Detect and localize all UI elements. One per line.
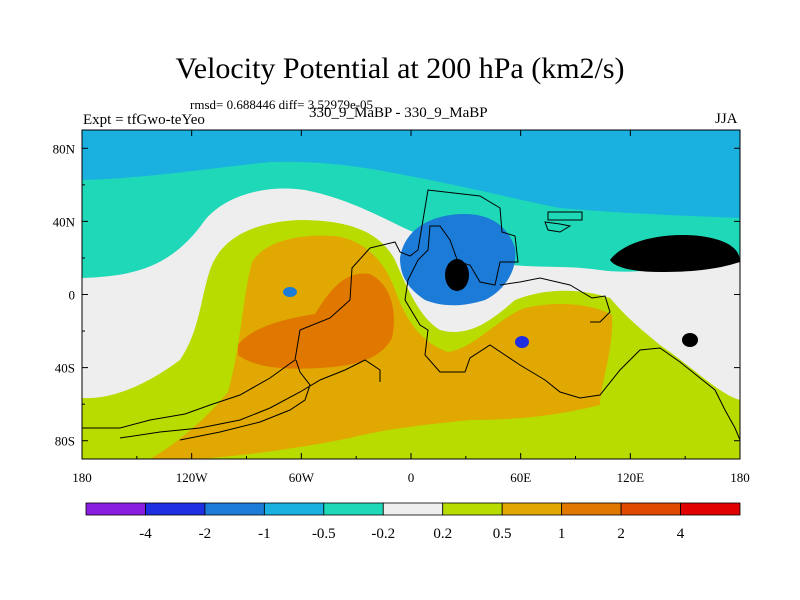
y-tick-label: 0	[69, 288, 76, 303]
colorbar-swatch	[501, 502, 563, 516]
colorbar-swatch	[620, 502, 681, 516]
x-tick-label: 60E	[510, 470, 531, 485]
colorbar-swatch	[680, 502, 741, 516]
field-region-small-max-east	[515, 336, 529, 348]
colorbar-swatch	[561, 502, 622, 516]
field-region-small-teal	[682, 333, 698, 347]
field-region-small-max-west	[283, 287, 297, 297]
colorbar-label: 1	[558, 526, 566, 542]
colorbar-label: 0.2	[433, 526, 452, 542]
y-tick-label: 80N	[53, 141, 76, 156]
colorbar-swatch	[323, 502, 384, 516]
colorbar-label: 4	[677, 526, 685, 542]
coastline	[82, 189, 740, 441]
colorbar-swatch	[145, 502, 206, 516]
x-tick-label: 180	[72, 470, 92, 485]
x-tick-label: 120W	[176, 470, 209, 485]
chart-title: Velocity Potential at 200 hPa (km2/s)	[175, 52, 625, 85]
colorbar-label: -0.5	[312, 526, 336, 542]
field-region-atlantic-max	[238, 273, 394, 369]
colorbar-label: 0.5	[493, 526, 512, 542]
y-tick-label: 40N	[53, 214, 76, 229]
x-tick-label: 0	[408, 470, 415, 485]
case-label: 330_9_MaBP - 330_9_MaBP	[309, 105, 488, 121]
y-tick-label: 80S	[55, 434, 75, 449]
stats-text: rmsd= 0.688446 diff= 3.52979e-05	[190, 97, 374, 112]
colorbar-label: -4	[139, 526, 152, 542]
colorbar-swatch	[442, 502, 503, 516]
y-axis: 80N 40N 0 40S 80S	[53, 141, 740, 449]
colorbar-label: 2	[617, 526, 625, 542]
experiment-label: Expt = tfGwo-teYeo	[83, 112, 205, 128]
x-tick-label: 180	[730, 470, 750, 485]
x-tick-label: 120E	[617, 470, 645, 485]
x-axis: 180 120W 60W 0 60E 120E 180	[72, 130, 750, 485]
colorbar-label: -2	[199, 526, 212, 542]
colorbar-swatch	[263, 502, 325, 516]
colorbar-swatch	[85, 502, 146, 516]
season-label: JJA	[715, 111, 738, 127]
y-tick-label: 40S	[55, 361, 75, 376]
field-region-north-pacific-min	[610, 235, 740, 272]
colorbar-label: -1	[258, 526, 271, 542]
colorbar: -4 -2 -1 -0.5 -0.2 0.2 0.5 1 2 4	[85, 502, 741, 542]
colorbar-swatch	[382, 502, 444, 516]
colorbar-label: -0.2	[371, 526, 395, 542]
x-tick-label: 60W	[289, 470, 315, 485]
colorbar-swatch	[204, 502, 265, 516]
field-region-tropical-min-core	[445, 259, 469, 291]
